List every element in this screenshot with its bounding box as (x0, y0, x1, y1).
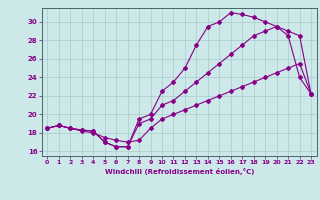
X-axis label: Windchill (Refroidissement éolien,°C): Windchill (Refroidissement éolien,°C) (105, 168, 254, 175)
